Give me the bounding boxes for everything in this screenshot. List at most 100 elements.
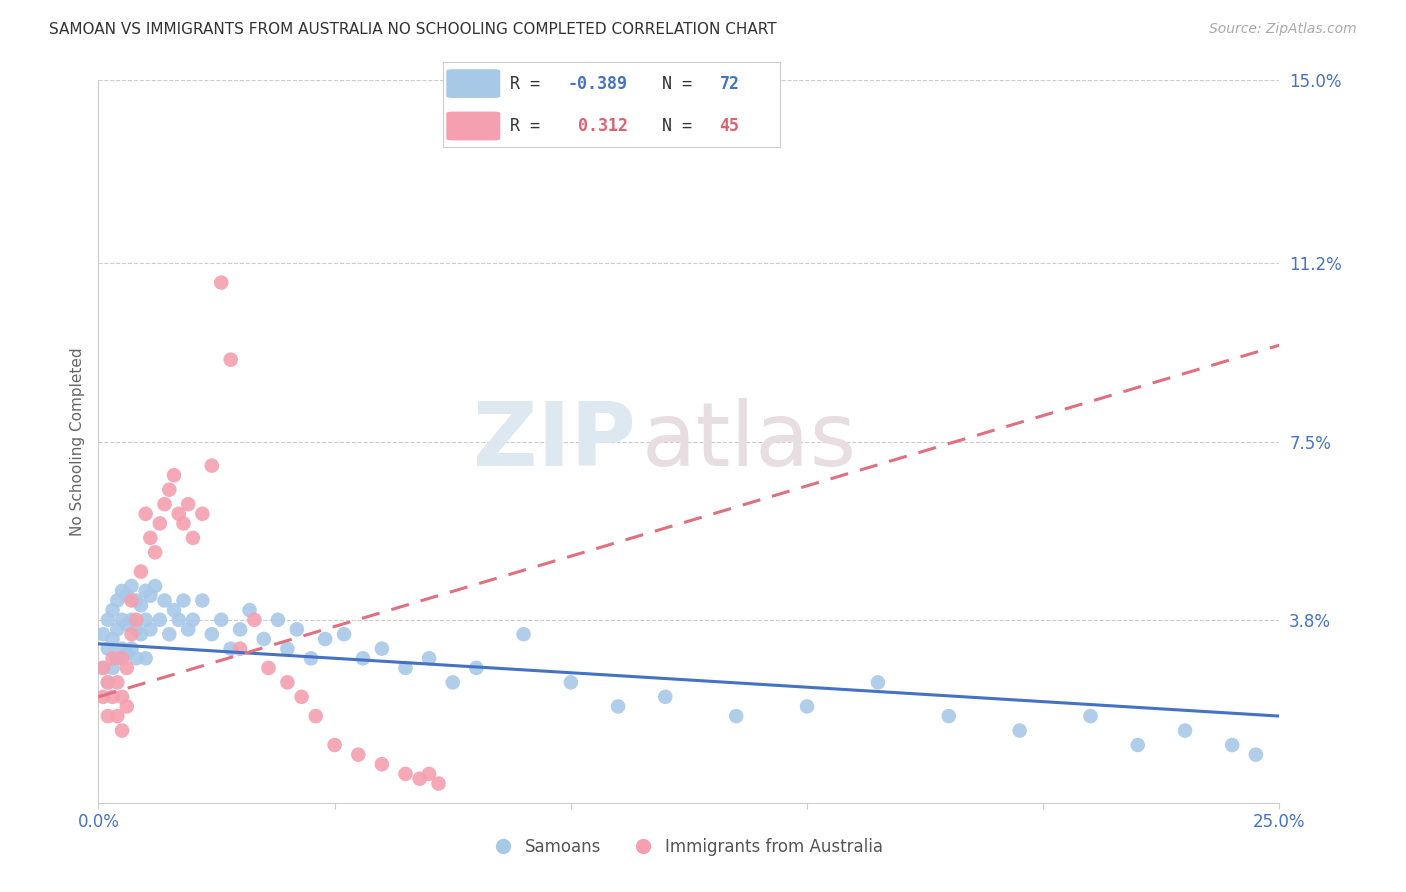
Point	[111, 613, 134, 627]
Point	[115, 699, 138, 714]
Point	[101, 651, 124, 665]
Point	[796, 699, 818, 714]
Point	[115, 661, 138, 675]
Point	[333, 627, 356, 641]
Point	[125, 623, 148, 637]
Point	[105, 675, 128, 690]
Point	[125, 613, 148, 627]
Point	[157, 483, 180, 497]
Point	[153, 497, 176, 511]
Point	[181, 613, 204, 627]
Point	[91, 661, 114, 675]
Point	[209, 276, 232, 290]
Point	[172, 593, 194, 607]
Point	[219, 352, 242, 367]
Point	[465, 661, 488, 675]
Point	[97, 613, 120, 627]
Point	[560, 675, 582, 690]
Text: N =: N =	[662, 75, 702, 93]
Point	[191, 593, 214, 607]
Point	[125, 593, 148, 607]
Point	[418, 767, 440, 781]
Text: 72: 72	[720, 75, 740, 93]
Point	[285, 623, 308, 637]
Point	[607, 699, 630, 714]
Point	[121, 627, 143, 641]
Point	[105, 593, 128, 607]
Point	[97, 675, 120, 690]
Point	[938, 709, 960, 723]
Point	[290, 690, 312, 704]
Point	[181, 531, 204, 545]
Point	[394, 767, 416, 781]
Point	[239, 603, 262, 617]
Point	[347, 747, 370, 762]
Point	[101, 603, 124, 617]
Point	[172, 516, 194, 531]
Point	[111, 690, 134, 704]
Point	[135, 507, 157, 521]
Point	[139, 531, 162, 545]
Point	[101, 632, 124, 646]
Point	[121, 593, 143, 607]
Point	[97, 675, 120, 690]
Point	[299, 651, 322, 665]
Text: Source: ZipAtlas.com: Source: ZipAtlas.com	[1209, 22, 1357, 37]
Legend: Samoans, Immigrants from Australia: Samoans, Immigrants from Australia	[495, 838, 883, 856]
Point	[163, 468, 186, 483]
Point	[91, 661, 114, 675]
Point	[115, 647, 138, 661]
FancyBboxPatch shape	[446, 112, 501, 140]
Point	[276, 675, 298, 690]
Point	[177, 497, 200, 511]
Point	[201, 458, 224, 473]
Point	[441, 675, 464, 690]
Point	[1008, 723, 1031, 738]
Point	[111, 641, 134, 656]
Point	[101, 661, 124, 675]
FancyBboxPatch shape	[446, 70, 501, 98]
Point	[267, 613, 290, 627]
Point	[371, 757, 394, 772]
Point	[167, 507, 190, 521]
Point	[191, 507, 214, 521]
Point	[149, 613, 172, 627]
Text: 0.312: 0.312	[568, 117, 627, 135]
Point	[1126, 738, 1149, 752]
Text: R =: R =	[510, 75, 550, 93]
Point	[121, 579, 143, 593]
Point	[219, 641, 242, 656]
Point	[1220, 738, 1243, 752]
Point	[139, 589, 162, 603]
Point	[1244, 747, 1267, 762]
Point	[866, 675, 889, 690]
Point	[149, 516, 172, 531]
Text: SAMOAN VS IMMIGRANTS FROM AUSTRALIA NO SCHOOLING COMPLETED CORRELATION CHART: SAMOAN VS IMMIGRANTS FROM AUSTRALIA NO S…	[49, 22, 778, 37]
Point	[91, 690, 114, 704]
Point	[201, 627, 224, 641]
Text: R =: R =	[510, 117, 550, 135]
Point	[153, 593, 176, 607]
Point	[97, 709, 120, 723]
Point	[135, 583, 157, 598]
Point	[129, 599, 152, 613]
Point	[105, 651, 128, 665]
Point	[371, 641, 394, 656]
Text: -0.389: -0.389	[568, 75, 627, 93]
Point	[115, 617, 138, 632]
Y-axis label: No Schooling Completed: No Schooling Completed	[70, 347, 86, 536]
Point	[512, 627, 534, 641]
Point	[111, 651, 134, 665]
Point	[143, 545, 166, 559]
Point	[135, 613, 157, 627]
Point	[209, 613, 232, 627]
Point	[143, 579, 166, 593]
Text: N =: N =	[662, 117, 702, 135]
Point	[1174, 723, 1197, 738]
Point	[135, 651, 157, 665]
Point	[305, 709, 328, 723]
Point	[276, 641, 298, 656]
Text: 45: 45	[720, 117, 740, 135]
Point	[408, 772, 430, 786]
Text: ZIP: ZIP	[472, 398, 636, 485]
